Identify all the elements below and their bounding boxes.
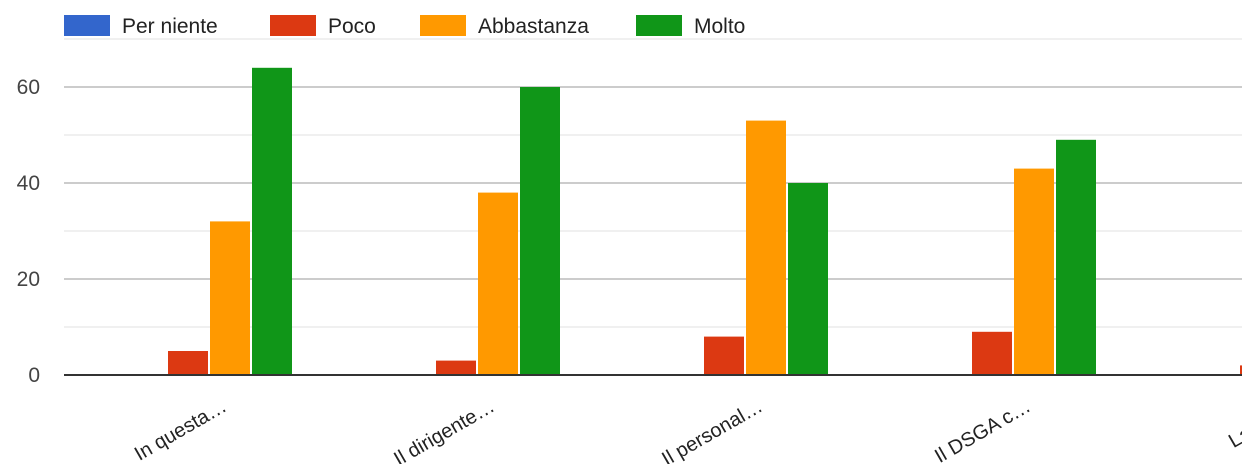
legend-item-molto[interactable]: Molto — [636, 15, 745, 38]
x-category-label: Il personal… — [658, 395, 766, 464]
legend-item-per-niente[interactable]: Per niente — [64, 15, 218, 38]
bar-abbastanza-3[interactable] — [1014, 168, 1054, 375]
legend-label: Abbastanza — [478, 15, 589, 38]
bar-poco-4[interactable] — [1240, 365, 1242, 375]
bar-abbastanza-0[interactable] — [210, 221, 250, 375]
bar-molto-0[interactable] — [252, 67, 292, 376]
y-tick-label: 20 — [17, 268, 40, 291]
x-category-label: In questa… — [131, 395, 231, 464]
legend-swatch — [636, 15, 682, 36]
y-tick-label: 0 — [28, 364, 40, 387]
bar-molto-2[interactable] — [788, 183, 828, 375]
bar-poco-1[interactable] — [436, 360, 476, 375]
bar-abbastanza-1[interactable] — [478, 192, 518, 375]
bar-molto-3[interactable] — [1056, 139, 1096, 375]
legend-swatch — [420, 15, 466, 36]
y-tick-label: 60 — [17, 76, 40, 99]
legend-label: Per niente — [122, 15, 218, 38]
y-tick-label: 40 — [17, 172, 40, 195]
legend-item-abbastanza[interactable]: Abbastanza — [420, 15, 589, 38]
legend-label: Poco — [328, 15, 376, 38]
bar-poco-3[interactable] — [972, 331, 1012, 375]
legend-swatch — [270, 15, 316, 36]
legend-item-poco[interactable]: Poco — [270, 15, 376, 38]
x-category-label: Il DSGA c… — [931, 395, 1034, 464]
bar-molto-1[interactable] — [520, 87, 560, 375]
legend-label: Molto — [694, 15, 745, 38]
bar-poco-0[interactable] — [168, 351, 208, 375]
bars — [168, 67, 1242, 376]
bar-abbastanza-2[interactable] — [746, 120, 786, 375]
x-axis-labels: In questa… Il dirigente… Il personal… Il DS… — [131, 395, 1242, 464]
legend-swatch — [64, 15, 110, 36]
x-category-label: La dirige — [1225, 395, 1242, 452]
legend[interactable]: Per niente Poco Abbastanza Molto — [64, 15, 745, 38]
bar-poco-2[interactable] — [704, 336, 744, 375]
y-axis-ticks: 0 20 40 60 — [17, 76, 40, 387]
x-category-label: Il dirigente… — [390, 395, 498, 464]
